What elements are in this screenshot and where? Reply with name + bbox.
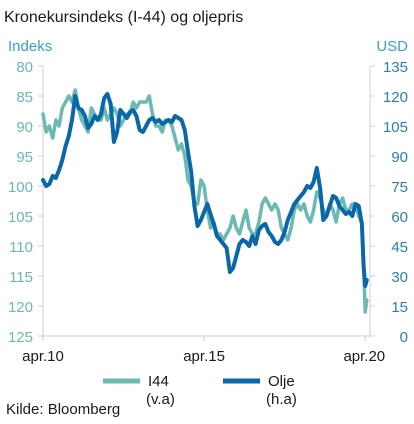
- right-tick-label: 60: [391, 209, 408, 226]
- left-tick-label: 120: [8, 299, 33, 316]
- left-tick-label: 115: [9, 269, 33, 286]
- legend-sub-i44: (v.a): [146, 391, 175, 408]
- x-tick-label: apr.10: [22, 348, 64, 365]
- legend-label-olje: Olje: [268, 373, 295, 390]
- right-tick-label: 90: [391, 149, 408, 166]
- right-tick-label: 15: [391, 299, 408, 316]
- source-note: Kilde: Bloomberg: [6, 401, 120, 418]
- right-tick-label: 30: [391, 269, 408, 286]
- legend-sub-olje: (h.a): [266, 391, 297, 408]
- right-tick-label: 105: [383, 119, 408, 136]
- left-tick-label: 80: [16, 59, 33, 76]
- chart-title: Kronekursindeks (I-44) og oljepris: [4, 9, 243, 26]
- left-tick-label: 90: [16, 119, 33, 136]
- left-axis-ticks: 80 85 90 95 100 105 110 115 120 125: [8, 59, 43, 346]
- right-tick-label: 135: [383, 59, 408, 76]
- right-tick-label: 75: [391, 179, 408, 196]
- x-axis-ticks: apr.10 apr.15 apr.20: [22, 336, 385, 365]
- left-tick-label: 110: [9, 239, 33, 256]
- left-axis-label: Indeks: [8, 38, 52, 55]
- left-tick-label: 100: [8, 179, 33, 196]
- series-line-olje: [41, 92, 369, 288]
- right-tick-label: 120: [383, 89, 408, 106]
- left-tick-label: 95: [16, 149, 33, 166]
- legend-label-i44: I44: [148, 373, 169, 390]
- x-tick-label: apr.15: [183, 348, 225, 365]
- right-axis-label: USD: [376, 38, 408, 55]
- left-tick-label: 105: [8, 209, 33, 226]
- legend: I44 (v.a) Olje (h.a): [103, 373, 297, 408]
- right-tick-label: 45: [391, 239, 408, 256]
- x-tick-label: apr.20: [343, 348, 385, 365]
- right-tick-label: 0: [400, 329, 408, 346]
- series-layer: [41, 88, 369, 314]
- left-tick-label: 85: [16, 89, 33, 106]
- left-tick-label: 125: [8, 329, 33, 346]
- right-axis-ticks: 0 15 30 45 60 75 90 105 120 135: [370, 59, 408, 346]
